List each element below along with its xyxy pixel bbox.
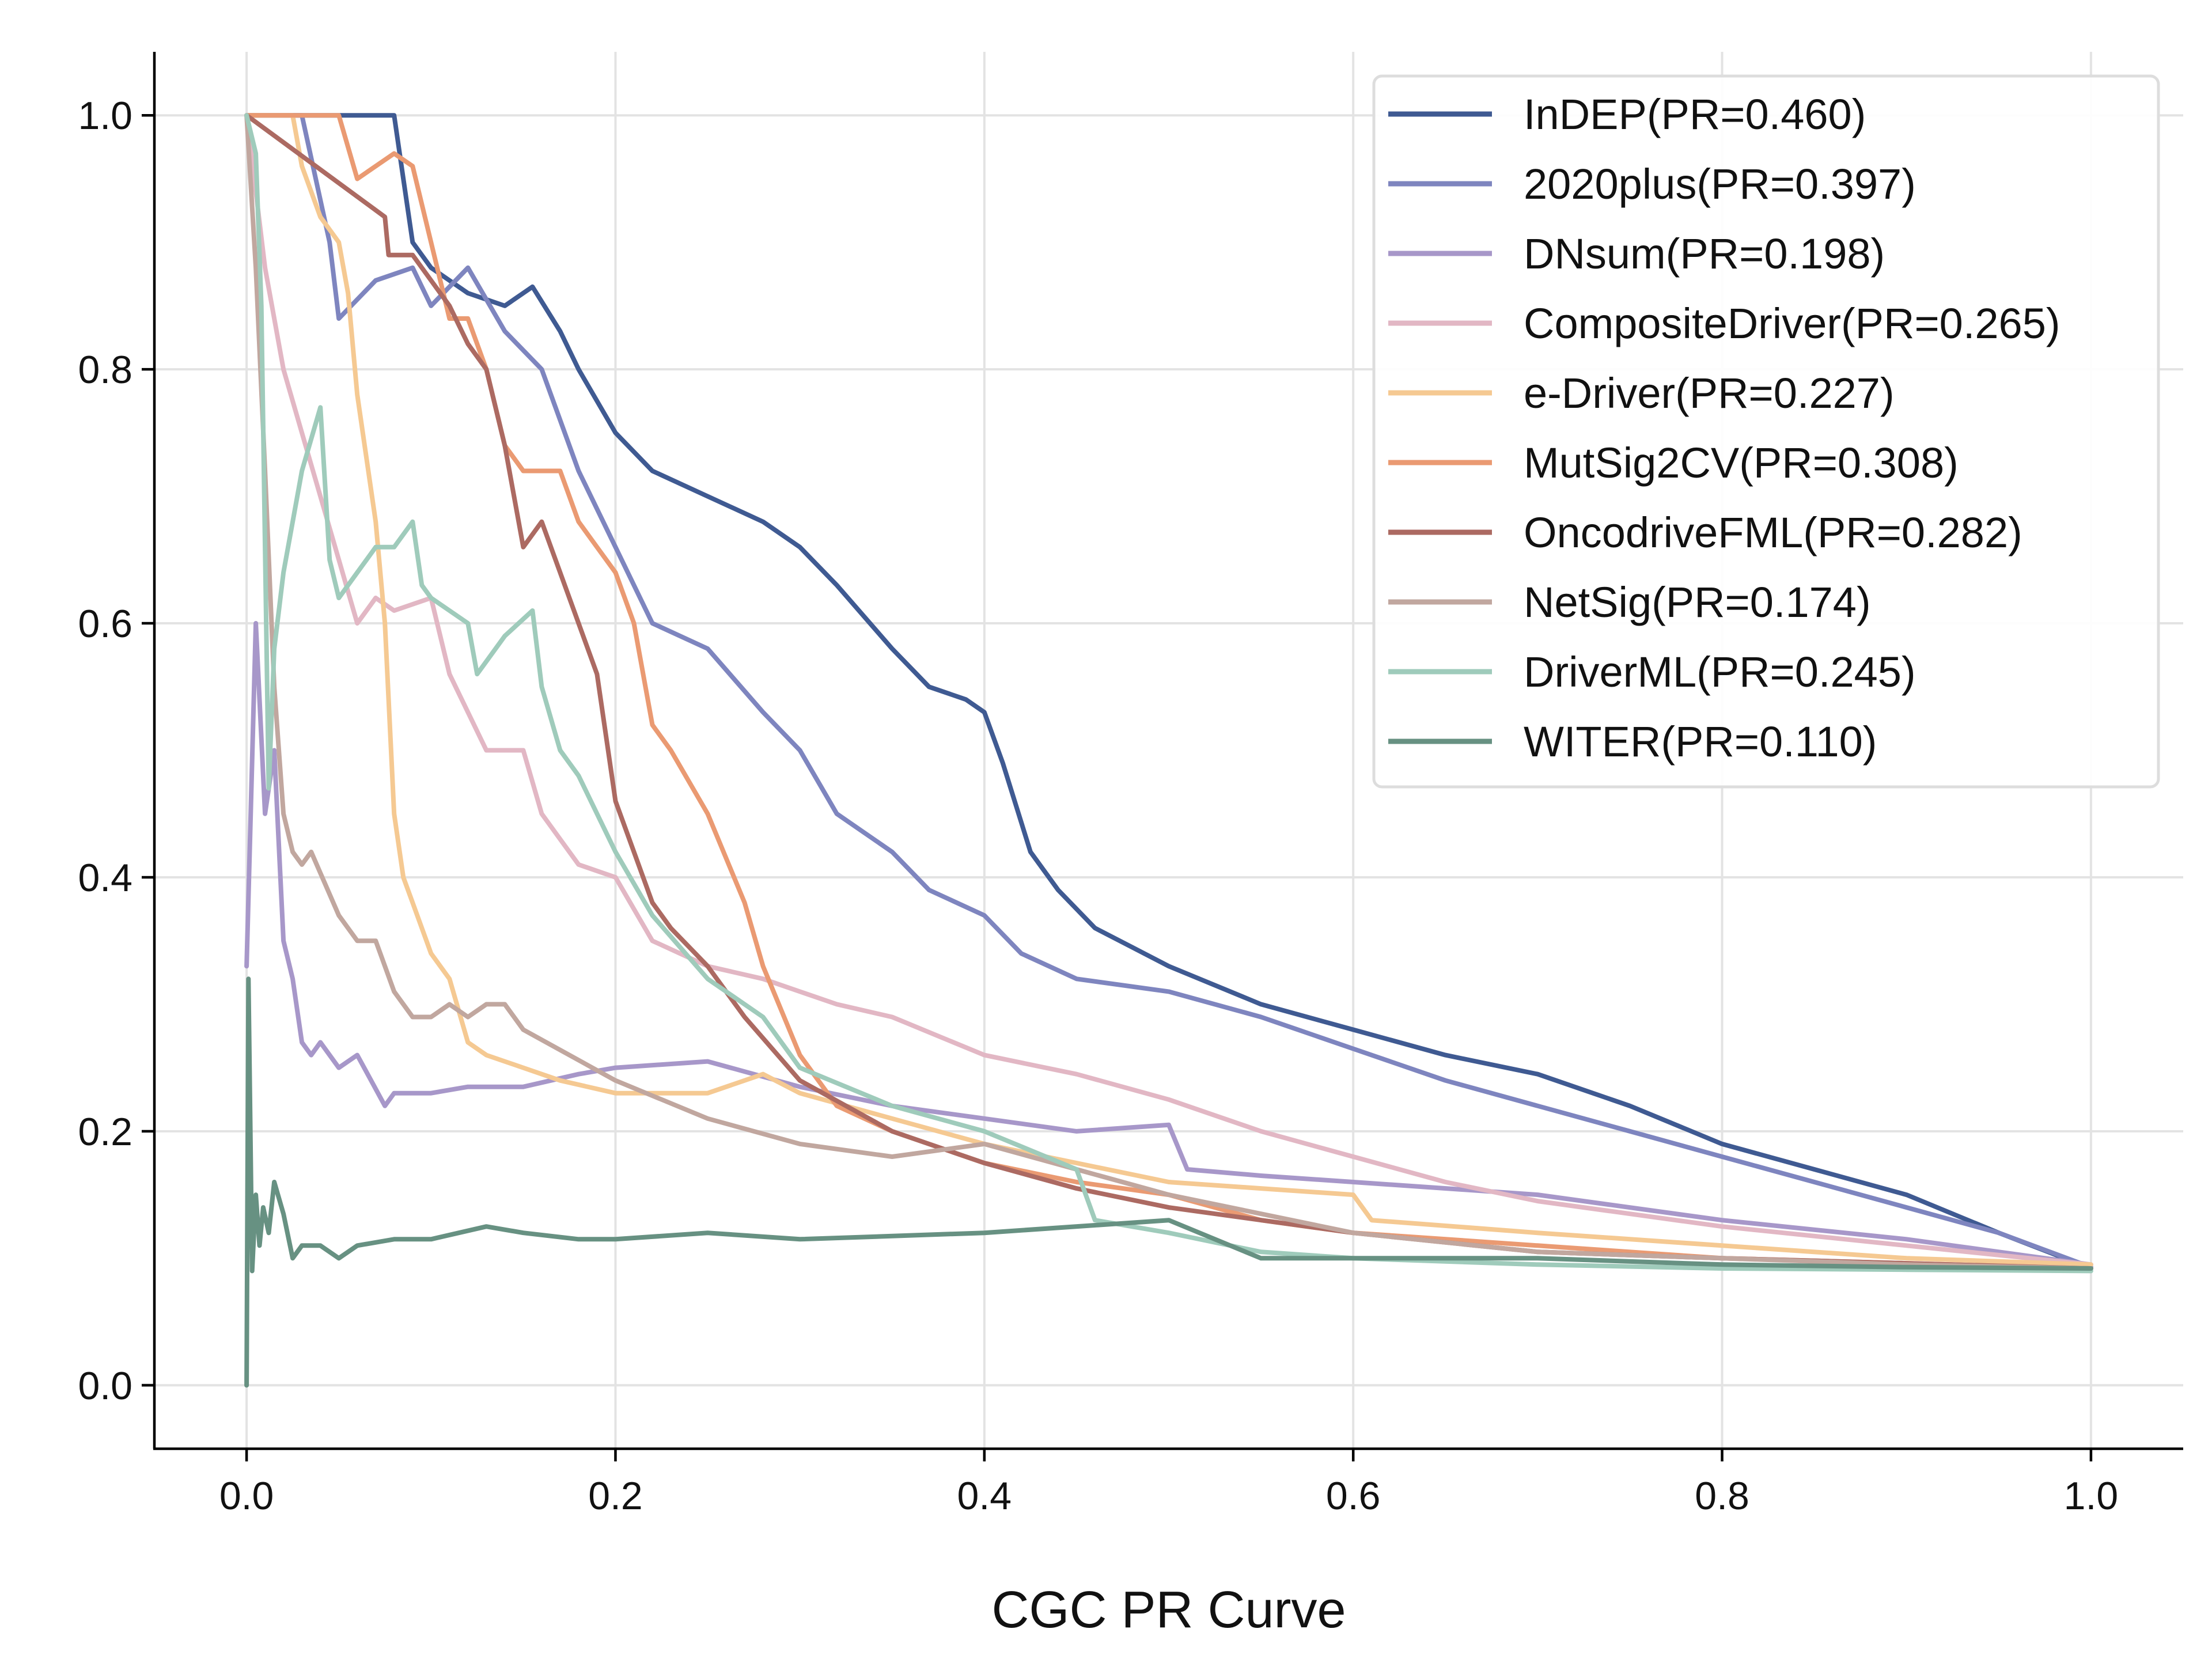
legend-frame — [1372, 74, 2160, 789]
series-line-1 — [244, 113, 2093, 1270]
axes — [153, 52, 2183, 1450]
x-axis-label: CGC PR Curve — [991, 1581, 1346, 1639]
y-tick-label-3: 0.6 — [78, 602, 132, 646]
series-line-5 — [244, 113, 2093, 1271]
legend-label-1: 2020plus(PR=0.397) — [1524, 160, 1916, 208]
x-ticks: 0.0 0.2 0.4 0.6 0.8 1.0 — [219, 1449, 2118, 1518]
y-tick-label-0: 0.0 — [78, 1364, 132, 1408]
y-tick-label-5: 1.0 — [78, 94, 132, 138]
x-tick-label-2: 0.4 — [957, 1474, 1012, 1518]
series-line-9 — [244, 976, 2093, 1388]
legend: InDEP(PR=0.460) 2020plus(PR=0.397) DNsum(P… — [1372, 74, 2160, 789]
series-line-3 — [244, 113, 2093, 1267]
legend-label-8: DriverML(PR=0.245) — [1524, 648, 1916, 696]
series-line-6 — [244, 113, 2093, 1271]
legend-label-0: InDEP(PR=0.460) — [1524, 90, 1866, 138]
y-tick-label-4: 0.8 — [78, 348, 132, 392]
legend-label-6: OncodriveFML(PR=0.282) — [1524, 509, 2022, 556]
legend-label-9: WITER(PR=0.110) — [1524, 718, 1877, 766]
legend-label-2: DNsum(PR=0.198) — [1524, 230, 1885, 278]
x-tick-label-3: 0.6 — [1326, 1474, 1381, 1518]
legend-label-3: CompositeDriver(PR=0.265) — [1524, 300, 2061, 347]
series-lines — [244, 113, 2093, 1388]
legend-label-4: e-Driver(PR=0.227) — [1524, 369, 1895, 417]
series-line-2 — [244, 621, 2093, 1267]
y-ticks: 0.0 0.2 0.4 0.6 0.8 1.0 — [78, 94, 154, 1408]
series-line-0 — [244, 113, 2093, 1271]
series-line-4 — [244, 113, 2093, 1267]
legend-label-7: NetSig(PR=0.174) — [1524, 578, 1871, 626]
x-tick-label-1: 0.2 — [588, 1474, 643, 1518]
y-tick-label-2: 0.4 — [78, 856, 132, 900]
legend-label-5: MutSig2CV(PR=0.308) — [1524, 439, 1959, 487]
x-tick-label-0: 0.0 — [219, 1474, 274, 1518]
y-tick-label-1: 0.2 — [78, 1110, 132, 1154]
x-tick-label-4: 0.8 — [1695, 1474, 1749, 1518]
series-line-7 — [244, 113, 2093, 1271]
x-tick-label-5: 1.0 — [2064, 1474, 2119, 1518]
series-line-8 — [244, 113, 2093, 1274]
